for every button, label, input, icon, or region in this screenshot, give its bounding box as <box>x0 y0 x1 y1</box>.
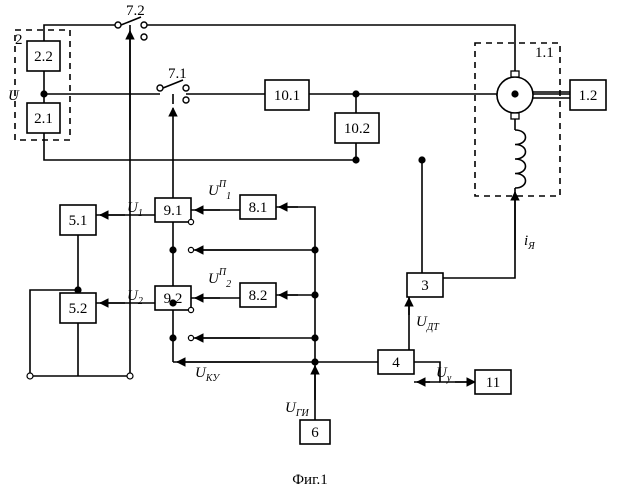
block-label-b21: 2.1 <box>34 111 53 127</box>
signal-label: UГИ <box>285 400 310 419</box>
block-label-b22: 2.2 <box>34 49 53 65</box>
node <box>170 335 176 341</box>
port <box>188 247 193 252</box>
schematic-diagram: 21.12.22.110.110.21.25.19.18.15.29.28.23… <box>0 0 620 500</box>
signal-label: U <box>8 88 20 104</box>
node <box>127 373 133 379</box>
signal-label: UДТ <box>416 314 440 333</box>
node <box>353 157 359 163</box>
wire <box>315 362 378 420</box>
signal-label: UП2 <box>208 267 231 290</box>
signal-label: UП1 <box>208 179 231 202</box>
block-label-b52: 5.2 <box>69 301 88 317</box>
figure-caption: Фиг.1 <box>0 472 620 489</box>
inductor-icon <box>515 130 526 188</box>
block-label-b102: 10.2 <box>344 121 370 137</box>
wire <box>443 188 515 278</box>
block-label-b82: 8.2 <box>249 288 268 304</box>
block-label-b6: 6 <box>311 425 319 441</box>
wire <box>276 207 315 250</box>
block-label-b11: 11 <box>486 375 500 391</box>
node <box>353 91 359 97</box>
node <box>170 247 176 253</box>
group-1-label: 1.1 <box>535 45 554 61</box>
signal-label: Uу <box>436 365 452 384</box>
node <box>170 300 176 306</box>
node <box>312 359 318 365</box>
switch-label-sw72: 7.2 <box>126 3 145 19</box>
group-2-label: 2 <box>15 32 23 48</box>
signal-label: UКУ <box>195 365 220 384</box>
node <box>312 292 318 298</box>
wire <box>144 25 515 77</box>
node <box>419 157 425 163</box>
port <box>188 307 193 312</box>
block-label-b51: 5.1 <box>69 213 88 229</box>
block-label-b81: 8.1 <box>249 200 268 216</box>
port <box>188 219 193 224</box>
node <box>75 287 81 293</box>
block-label-b91: 9.1 <box>164 203 183 219</box>
signal-label: iЯ <box>524 233 536 252</box>
port <box>188 335 193 340</box>
wire <box>44 133 356 160</box>
block-label-b101: 10.1 <box>274 88 300 104</box>
block-label-b12: 1.2 <box>579 88 598 104</box>
node <box>41 91 47 97</box>
switch-label-sw71: 7.1 <box>168 66 187 82</box>
block-label-b3: 3 <box>421 278 429 294</box>
block-label-b4: 4 <box>392 355 400 371</box>
node <box>312 335 318 341</box>
node <box>27 373 33 379</box>
node <box>512 91 518 97</box>
node <box>312 247 318 253</box>
